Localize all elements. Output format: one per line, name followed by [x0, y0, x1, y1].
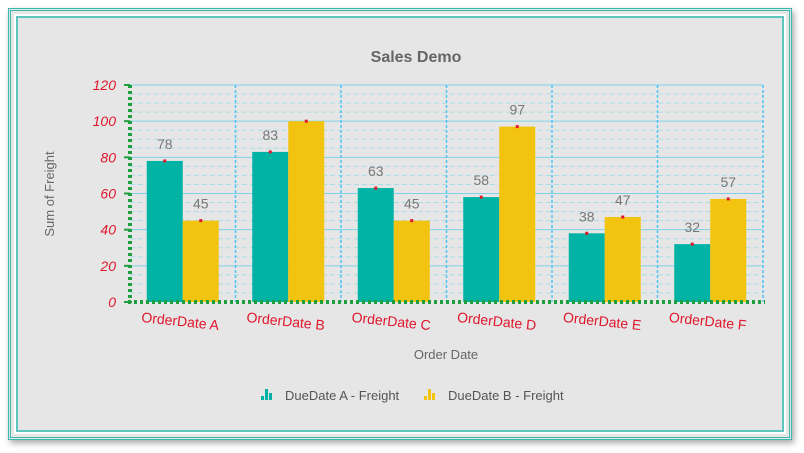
- bar-marker: [410, 219, 414, 223]
- data-label: 47: [615, 192, 631, 208]
- y-tick-label: 40: [100, 222, 116, 238]
- chart-title: Sales Demo: [371, 49, 462, 66]
- legend-bar-icon: [269, 393, 272, 400]
- x-tick-label: OrderDate F: [668, 309, 747, 333]
- data-label: 45: [193, 196, 209, 212]
- x-axis-title: Order Date: [414, 347, 478, 362]
- bar-duedate-b-4[interactable]: [499, 126, 536, 302]
- x-tick-label: OrderDate C: [351, 309, 432, 333]
- legend-item-duedate-b[interactable]: DueDate B - Freight: [424, 388, 564, 403]
- bar-marker: [304, 119, 308, 123]
- data-label: 57: [720, 174, 736, 190]
- data-label: 45: [404, 196, 420, 212]
- x-tick-label: OrderDate E: [562, 309, 642, 333]
- legend[interactable]: DueDate A - Freight DueDate B - Freight: [261, 388, 564, 403]
- bar-duedate-a-4[interactable]: [463, 197, 500, 302]
- bar-duedate-b-5[interactable]: [604, 217, 641, 302]
- data-label: 83: [262, 127, 278, 143]
- x-tick-label: OrderDate D: [456, 309, 537, 333]
- plot-area: 78 45 OrderDate A 83 OrderDate B 63 45 OrderDat…: [93, 77, 765, 333]
- bar-marker: [690, 242, 694, 246]
- legend-bar-icon: [265, 389, 268, 400]
- legend-label: DueDate A - Freight: [285, 388, 400, 403]
- legend-bar-icon: [261, 396, 264, 400]
- data-label: 97: [509, 102, 525, 118]
- bar-duedate-b-1[interactable]: [182, 220, 219, 302]
- bar-duedate-a-6[interactable]: [674, 244, 711, 302]
- bar-duedate-b-6[interactable]: [710, 198, 747, 302]
- legend-bar-icon: [424, 396, 427, 400]
- legend-bar-icon: [428, 389, 431, 400]
- data-label: 63: [368, 163, 384, 179]
- bar-marker: [199, 219, 203, 223]
- bar-marker: [374, 186, 378, 190]
- y-tick-label: 60: [100, 186, 116, 202]
- legend-label: DueDate B - Freight: [448, 388, 564, 403]
- legend-bar-icon: [432, 393, 435, 400]
- bar-duedate-b-3[interactable]: [393, 220, 430, 302]
- bar-marker: [585, 231, 589, 235]
- y-tick-label: 100: [93, 113, 117, 129]
- y-tick-label: 80: [100, 149, 116, 165]
- data-label: 38: [579, 208, 595, 224]
- bar-marker: [726, 197, 730, 201]
- bar-marker: [479, 195, 483, 199]
- y-tick-label: 0: [108, 294, 116, 310]
- bar-duedate-b-2[interactable]: [288, 121, 325, 303]
- bar-duedate-a-1[interactable]: [146, 160, 183, 302]
- legend-item-duedate-a[interactable]: DueDate A - Freight: [261, 388, 400, 403]
- bar-marker: [621, 215, 625, 219]
- bar-marker: [268, 150, 272, 154]
- bar-duedate-a-3[interactable]: [357, 188, 394, 302]
- y-tick-label: 20: [99, 258, 116, 274]
- y-axis-title: Sum of Freight: [42, 151, 57, 237]
- x-tick-label: OrderDate B: [246, 309, 326, 333]
- y-tick-label: 120: [93, 77, 117, 93]
- x-tick-label: OrderDate A: [141, 309, 221, 333]
- data-label: 78: [157, 136, 173, 152]
- bar-marker: [515, 125, 519, 129]
- bar-duedate-a-2[interactable]: [252, 151, 289, 302]
- bar-duedate-a-5[interactable]: [568, 233, 605, 302]
- data-label: 32: [684, 219, 700, 235]
- bar-marker: [163, 159, 167, 163]
- data-label: 58: [473, 172, 489, 188]
